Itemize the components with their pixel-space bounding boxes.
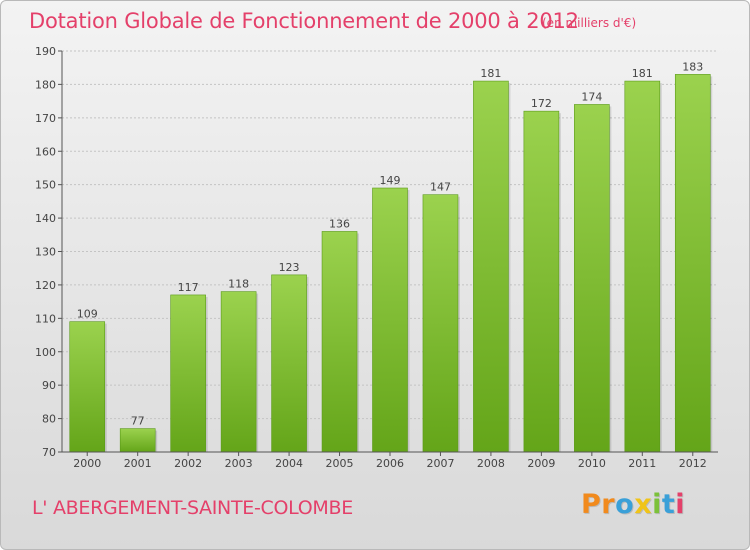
y-tick-label: 100 — [35, 346, 56, 359]
y-tick-label: 110 — [35, 312, 56, 325]
bar-2007 — [422, 194, 459, 453]
bar-2000 — [69, 321, 106, 453]
bar-2003 — [220, 291, 257, 453]
x-tick-label: 2011 — [628, 457, 656, 470]
bar-2001 — [119, 428, 156, 453]
x-tick-label: 2008 — [477, 457, 505, 470]
y-tick-label: 90 — [42, 379, 56, 392]
x-tick-label: 2001 — [124, 457, 152, 470]
y-tick-label: 170 — [35, 112, 56, 125]
x-tick-label: 2005 — [326, 457, 354, 470]
logo-letter: x — [634, 489, 653, 520]
y-tick-label: 180 — [35, 78, 56, 91]
proxiti-logo: Proxiti — [581, 489, 685, 520]
x-tick-label: 2000 — [73, 457, 101, 470]
chart-subtitle: (en milliers d'€) — [542, 16, 637, 30]
x-tick-label: 2009 — [527, 457, 555, 470]
bar-value-label: 181 — [480, 67, 501, 80]
y-tick-label: 120 — [35, 279, 56, 292]
bar-2005 — [321, 231, 358, 453]
bar-value-label: 147 — [430, 181, 451, 194]
bar-value-label: 172 — [531, 97, 552, 110]
logo-letter: o — [615, 489, 635, 520]
x-tick-label: 2007 — [426, 457, 454, 470]
y-tick-label: 160 — [35, 145, 56, 158]
bar-value-label: 77 — [131, 415, 145, 428]
bar-2002 — [170, 294, 206, 453]
y-tick-label: 190 — [35, 45, 56, 58]
x-tick-label: 2003 — [225, 457, 253, 470]
bar-value-label: 109 — [77, 308, 98, 321]
bar-2012 — [674, 74, 711, 453]
logo-letter: r — [601, 489, 616, 520]
bar-value-label: 149 — [380, 174, 401, 187]
bar-value-label: 181 — [632, 67, 653, 80]
bar-value-label: 136 — [329, 217, 350, 230]
bar-value-label: 174 — [581, 90, 602, 103]
commune-name: L' ABERGEMENT-SAINTE-COLOMBE — [32, 497, 353, 519]
bar-2008 — [473, 80, 509, 453]
bar-2006 — [372, 187, 408, 453]
y-tick-label: 80 — [42, 413, 56, 426]
axes: 70 80 90 100 110 120 130 140 150 160 170 180 190 2000… — [35, 45, 718, 470]
bar-value-label: 117 — [178, 281, 199, 294]
y-tick-label: 150 — [35, 179, 56, 192]
logo-letter: i — [675, 489, 686, 520]
y-tick-label: 70 — [42, 446, 56, 459]
bars: 109 77 117 118 123 136 149 147 181 172 174 181 183 — [69, 60, 713, 453]
bar-2004 — [271, 274, 307, 453]
x-tick-label: 2006 — [376, 457, 404, 470]
y-tick-label: 130 — [35, 246, 56, 259]
bar-2011 — [624, 80, 661, 453]
bar-2009 — [523, 110, 560, 453]
bar-value-label: 123 — [279, 261, 300, 274]
x-tick-label: 2004 — [275, 457, 303, 470]
chart-title: Dotation Globale de Fonctionnement de 20… — [29, 9, 579, 33]
x-tick-label: 2010 — [578, 457, 606, 470]
bar-value-label: 183 — [682, 60, 703, 73]
bar-value-label: 118 — [228, 278, 249, 291]
y-tick-label: 140 — [35, 212, 56, 225]
bar-2010 — [574, 104, 610, 453]
logo-letter: i — [652, 489, 662, 520]
x-tick-label: 2002 — [174, 457, 202, 470]
logo-letter: P — [581, 489, 602, 520]
logo-letter: t — [661, 489, 676, 520]
x-tick-label: 2012 — [679, 457, 707, 470]
